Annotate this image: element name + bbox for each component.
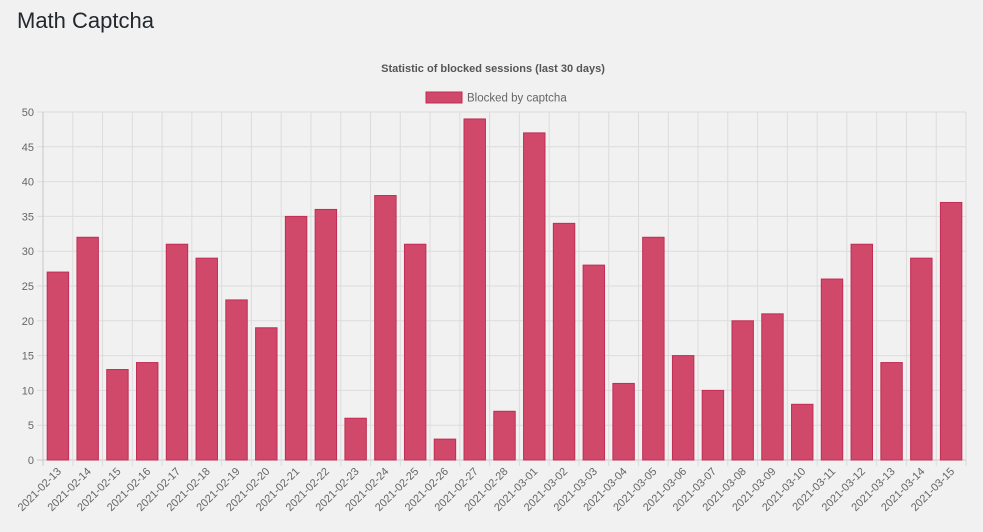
y-tick-label: 40 — [22, 177, 34, 189]
bar[interactable] — [433, 438, 457, 461]
bar[interactable] — [761, 313, 784, 461]
bar[interactable] — [820, 278, 844, 461]
bar[interactable] — [612, 382, 635, 461]
bar[interactable] — [523, 132, 546, 461]
bar[interactable] — [880, 362, 903, 461]
y-tick-label: 45 — [22, 142, 34, 154]
bar[interactable] — [314, 208, 338, 461]
bar[interactable] — [731, 320, 754, 461]
y-tick-label: 25 — [22, 281, 34, 293]
bar[interactable] — [106, 369, 129, 461]
y-tick-label: 35 — [22, 211, 34, 223]
x-axis-ticks: 2021-02-132021-02-142021-02-152021-02-16… — [16, 466, 958, 514]
bar[interactable] — [850, 243, 874, 461]
chart-title: Statistic of blocked sessions (last 30 d… — [381, 63, 605, 75]
bars — [46, 118, 963, 461]
bar[interactable] — [552, 222, 576, 461]
y-tick-label: 0 — [28, 455, 34, 467]
legend-swatch — [425, 91, 463, 104]
bar[interactable] — [374, 195, 397, 461]
bar[interactable] — [671, 355, 695, 461]
y-tick-label: 15 — [22, 351, 34, 363]
y-tick-label: 20 — [22, 316, 34, 328]
y-tick-label: 10 — [22, 385, 34, 397]
bar[interactable] — [463, 118, 486, 461]
y-tick-label: 5 — [28, 420, 34, 432]
bar[interactable] — [225, 299, 248, 461]
bar[interactable] — [701, 389, 725, 461]
bar[interactable] — [344, 417, 367, 461]
bar[interactable] — [939, 201, 963, 461]
bar[interactable] — [46, 271, 70, 461]
bar[interactable] — [493, 410, 516, 461]
bar[interactable] — [582, 264, 606, 461]
grid — [37, 111, 967, 466]
bar[interactable] — [165, 243, 189, 461]
y-axis-ticks: 0 5 10 15 20 25 30 35 40 45 50 — [22, 107, 34, 467]
page-title: Math Captcha — [17, 8, 154, 33]
y-tick-label: 50 — [22, 107, 34, 119]
bar[interactable] — [255, 327, 278, 461]
bar[interactable] — [135, 362, 159, 461]
legend[interactable]: Blocked by captcha — [425, 91, 567, 105]
y-tick-label: 30 — [22, 246, 34, 258]
bar[interactable] — [910, 257, 933, 461]
bar[interactable] — [76, 236, 99, 461]
bar[interactable] — [195, 257, 218, 461]
legend-label: Blocked by captcha — [467, 93, 567, 105]
bar[interactable] — [403, 243, 427, 461]
bar[interactable] — [791, 403, 814, 461]
bar[interactable] — [642, 236, 665, 461]
bar[interactable] — [284, 215, 308, 461]
